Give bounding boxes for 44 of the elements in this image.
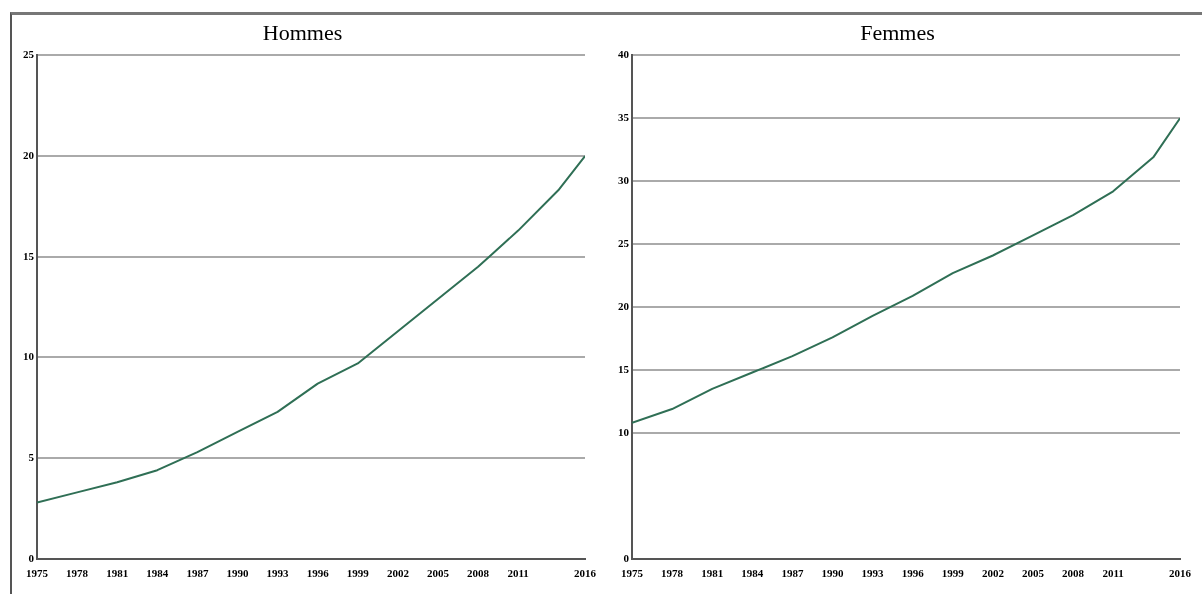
chart-title: Femmes bbox=[860, 19, 935, 45]
x-tick-label: 2005 bbox=[426, 567, 450, 580]
x-tick-label: 1990 bbox=[226, 567, 249, 580]
y-tick-label: 25 bbox=[618, 237, 630, 250]
x-tick-label: 1996 bbox=[306, 567, 330, 580]
y-tick-label: 35 bbox=[618, 111, 630, 124]
y-tick-label: 25 bbox=[23, 48, 35, 61]
x-tick-label: 2016 bbox=[574, 567, 597, 580]
x-tick-label: 1999 bbox=[346, 567, 370, 580]
x-tick-label: 1999 bbox=[941, 567, 965, 580]
x-tick-label: 1993 bbox=[266, 567, 290, 580]
y-tick-label: 40 bbox=[618, 48, 630, 61]
x-tick-label: 1984 bbox=[146, 567, 169, 580]
x-tick-label: 1990 bbox=[821, 567, 844, 580]
y-tick-label: 20 bbox=[618, 299, 630, 312]
x-tick-label: 1984 bbox=[741, 567, 764, 580]
x-tick-label: 1978 bbox=[661, 567, 684, 580]
x-tick-label: 1975 bbox=[26, 567, 49, 580]
y-tick-label: 0 bbox=[623, 551, 630, 564]
x-tick-label: 2002 bbox=[386, 567, 410, 580]
y-tick-label: 10 bbox=[618, 425, 630, 438]
chart-title: Hommes bbox=[262, 19, 343, 45]
x-tick-label: 1981 bbox=[701, 567, 724, 580]
y-tick-label: 10 bbox=[23, 350, 35, 363]
x-tick-label: 1987 bbox=[186, 567, 209, 580]
x-tick-label: 1978 bbox=[66, 567, 89, 580]
x-tick-label: 1987 bbox=[781, 567, 804, 580]
x-tick-label: 2002 bbox=[981, 567, 1005, 580]
x-tick-label: 2011 bbox=[1102, 567, 1124, 580]
y-tick-label: 5 bbox=[28, 450, 35, 463]
x-tick-label: 2008 bbox=[467, 567, 490, 580]
x-tick-label: 1993 bbox=[861, 567, 885, 580]
x-tick-label: 2005 bbox=[1021, 567, 1045, 580]
x-tick-label: 2011 bbox=[507, 567, 529, 580]
y-tick-label: 20 bbox=[23, 148, 35, 161]
x-tick-label: 2008 bbox=[1062, 567, 1085, 580]
x-tick-label: 1981 bbox=[106, 567, 129, 580]
x-tick-label: 1996 bbox=[901, 567, 925, 580]
y-tick-label: 0 bbox=[28, 551, 35, 564]
x-tick-label: 2016 bbox=[1169, 567, 1192, 580]
x-tick-label: 1975 bbox=[621, 567, 644, 580]
y-tick-label: 30 bbox=[618, 174, 630, 187]
y-tick-label: 15 bbox=[23, 249, 35, 262]
y-tick-label: 15 bbox=[618, 362, 630, 375]
